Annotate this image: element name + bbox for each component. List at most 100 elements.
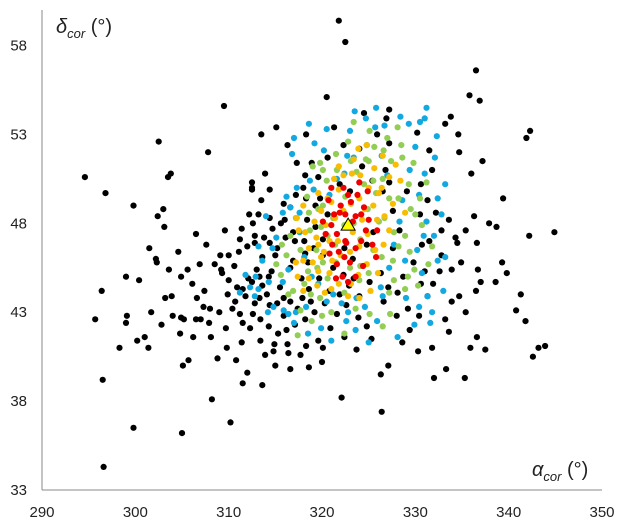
data-point-yellow bbox=[389, 200, 396, 207]
data-point-blue bbox=[306, 177, 313, 184]
data-point-black bbox=[335, 17, 342, 24]
data-point-black bbox=[258, 197, 265, 204]
data-point-black bbox=[499, 259, 506, 266]
data-point-black bbox=[416, 312, 423, 319]
data-point-black bbox=[291, 238, 298, 245]
data-point-black bbox=[389, 207, 396, 214]
data-point-green bbox=[323, 177, 330, 184]
data-point-black bbox=[232, 298, 239, 305]
y-axis-label-unit: (°) bbox=[85, 16, 112, 38]
data-point-green bbox=[319, 202, 326, 209]
data-point-black bbox=[523, 134, 530, 142]
data-point-black bbox=[205, 149, 212, 156]
data-point-yellow bbox=[328, 286, 335, 293]
data-point-green bbox=[389, 257, 396, 264]
data-point-blue bbox=[344, 152, 351, 159]
data-point-black bbox=[385, 284, 392, 291]
center-triangle-marker bbox=[340, 217, 357, 231]
data-point-green bbox=[398, 142, 405, 149]
x-tick-label: 330 bbox=[403, 504, 428, 521]
data-point-black bbox=[535, 344, 542, 351]
data-point-black bbox=[177, 330, 184, 337]
data-points bbox=[81, 17, 558, 470]
data-point-black bbox=[284, 341, 291, 348]
data-point-green bbox=[350, 118, 357, 126]
data-point-green bbox=[370, 177, 377, 184]
data-point-black bbox=[315, 337, 322, 344]
data-point-black bbox=[261, 234, 268, 241]
data-point-black bbox=[148, 309, 155, 316]
data-point-yellow bbox=[386, 227, 393, 234]
data-point-yellow bbox=[357, 172, 364, 179]
data-point-black bbox=[280, 294, 287, 302]
data-point-yellow bbox=[334, 238, 341, 245]
data-point-black bbox=[386, 179, 393, 186]
data-point-black bbox=[331, 124, 338, 131]
x-axis-label: αcor (°) bbox=[532, 459, 588, 484]
data-point-black bbox=[248, 186, 256, 193]
data-point-black bbox=[136, 277, 143, 284]
data-point-black bbox=[100, 463, 107, 470]
data-point-red bbox=[328, 184, 335, 191]
data-point-green bbox=[365, 270, 372, 277]
data-point-black bbox=[263, 291, 270, 298]
data-point-black bbox=[238, 339, 245, 346]
data-point-green bbox=[386, 289, 393, 296]
data-point-black bbox=[477, 278, 484, 286]
data-point-green bbox=[283, 252, 290, 259]
data-point-black bbox=[196, 261, 203, 268]
data-point-red bbox=[333, 261, 340, 268]
data-point-black bbox=[146, 245, 153, 252]
data-point-yellow bbox=[381, 213, 388, 220]
data-point-red bbox=[358, 211, 365, 218]
data-point-black bbox=[479, 158, 486, 165]
data-point-black bbox=[500, 195, 507, 202]
data-point-green bbox=[360, 181, 368, 188]
data-point-black bbox=[455, 131, 462, 138]
data-point-black bbox=[227, 419, 234, 426]
data-point-red bbox=[322, 230, 329, 238]
data-point-blue bbox=[247, 284, 254, 291]
data-point-yellow bbox=[386, 174, 393, 181]
data-point-black bbox=[272, 252, 279, 259]
data-point-black bbox=[206, 319, 213, 326]
data-point-black bbox=[366, 278, 373, 286]
data-point-black bbox=[275, 330, 282, 337]
data-point-black bbox=[311, 309, 318, 316]
data-point-green bbox=[378, 254, 385, 261]
data-point-green bbox=[287, 232, 294, 239]
data-point-black bbox=[461, 374, 468, 382]
data-point-black bbox=[189, 280, 196, 287]
data-point-black bbox=[551, 229, 558, 236]
data-point-black bbox=[386, 106, 393, 113]
data-point-black bbox=[145, 344, 152, 351]
data-point-black bbox=[236, 310, 243, 318]
data-point-blue bbox=[269, 245, 276, 252]
data-point-black bbox=[280, 312, 287, 319]
data-point-black bbox=[122, 273, 130, 280]
data-point-black bbox=[522, 318, 529, 325]
data-point-black bbox=[307, 298, 314, 305]
y-tick-label: 58 bbox=[10, 38, 27, 55]
data-point-red bbox=[336, 209, 343, 216]
data-point-green bbox=[297, 307, 304, 314]
data-point-black bbox=[363, 241, 370, 248]
data-point-green bbox=[328, 309, 335, 316]
center-marker-layer bbox=[340, 217, 357, 231]
data-point-black bbox=[304, 216, 311, 223]
data-point-black bbox=[134, 337, 141, 344]
data-point-black bbox=[165, 266, 172, 273]
data-point-black bbox=[415, 348, 422, 355]
y-tick-label: 38 bbox=[10, 393, 27, 410]
data-point-black bbox=[315, 174, 322, 181]
data-point-red bbox=[345, 278, 352, 286]
data-point-black bbox=[456, 293, 463, 300]
data-point-black bbox=[220, 102, 228, 110]
data-point-black bbox=[175, 248, 182, 255]
data-point-green bbox=[418, 222, 425, 229]
data-point-yellow bbox=[375, 190, 382, 197]
data-point-black bbox=[492, 278, 499, 286]
data-point-black bbox=[438, 227, 445, 234]
data-point-blue bbox=[431, 154, 438, 161]
data-point-yellow bbox=[335, 163, 342, 170]
